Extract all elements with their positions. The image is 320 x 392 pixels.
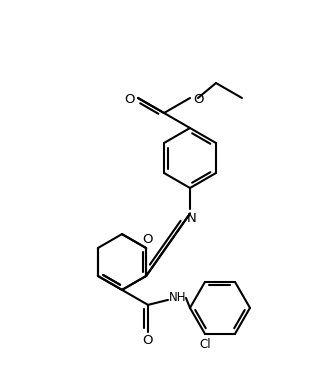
Text: NH: NH <box>169 291 187 305</box>
Text: O: O <box>194 93 204 105</box>
Text: O: O <box>142 232 152 245</box>
Text: N: N <box>187 212 197 225</box>
Text: Cl: Cl <box>199 338 211 351</box>
Text: O: O <box>124 93 134 105</box>
Text: O: O <box>143 334 153 347</box>
